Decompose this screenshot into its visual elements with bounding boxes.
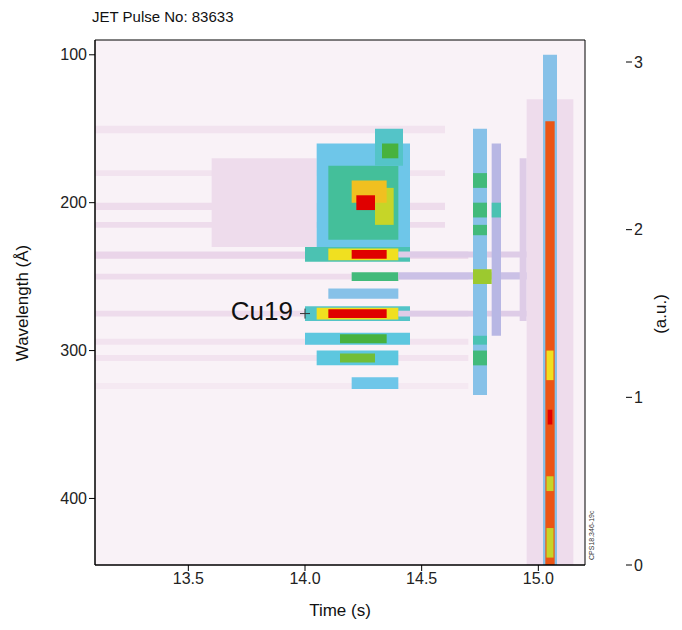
svg-text:15.0: 15.0 — [523, 570, 554, 587]
svg-text:(a.u.): (a.u.) — [651, 294, 670, 334]
svg-text:2: 2 — [634, 221, 643, 238]
svg-text:JET Pulse No: 83633: JET Pulse No: 83633 — [92, 8, 233, 25]
svg-text:Time (s): Time (s) — [309, 601, 371, 620]
svg-text:100: 100 — [60, 46, 87, 63]
svg-text:0: 0 — [634, 557, 643, 574]
svg-text:1: 1 — [634, 389, 643, 406]
svg-text:Cu19: Cu19 — [231, 296, 293, 326]
svg-text:400: 400 — [60, 490, 87, 507]
svg-text:Wavelength (Å): Wavelength (Å) — [13, 245, 32, 362]
svg-text:3: 3 — [634, 54, 643, 71]
svg-text:13.5: 13.5 — [173, 570, 204, 587]
svg-text:14.0: 14.0 — [289, 570, 320, 587]
svg-text:200: 200 — [60, 194, 87, 211]
svg-text:CPS18.346-19c: CPS18.346-19c — [588, 510, 595, 560]
svg-text:300: 300 — [60, 342, 87, 359]
svg-text:14.5: 14.5 — [406, 570, 437, 587]
